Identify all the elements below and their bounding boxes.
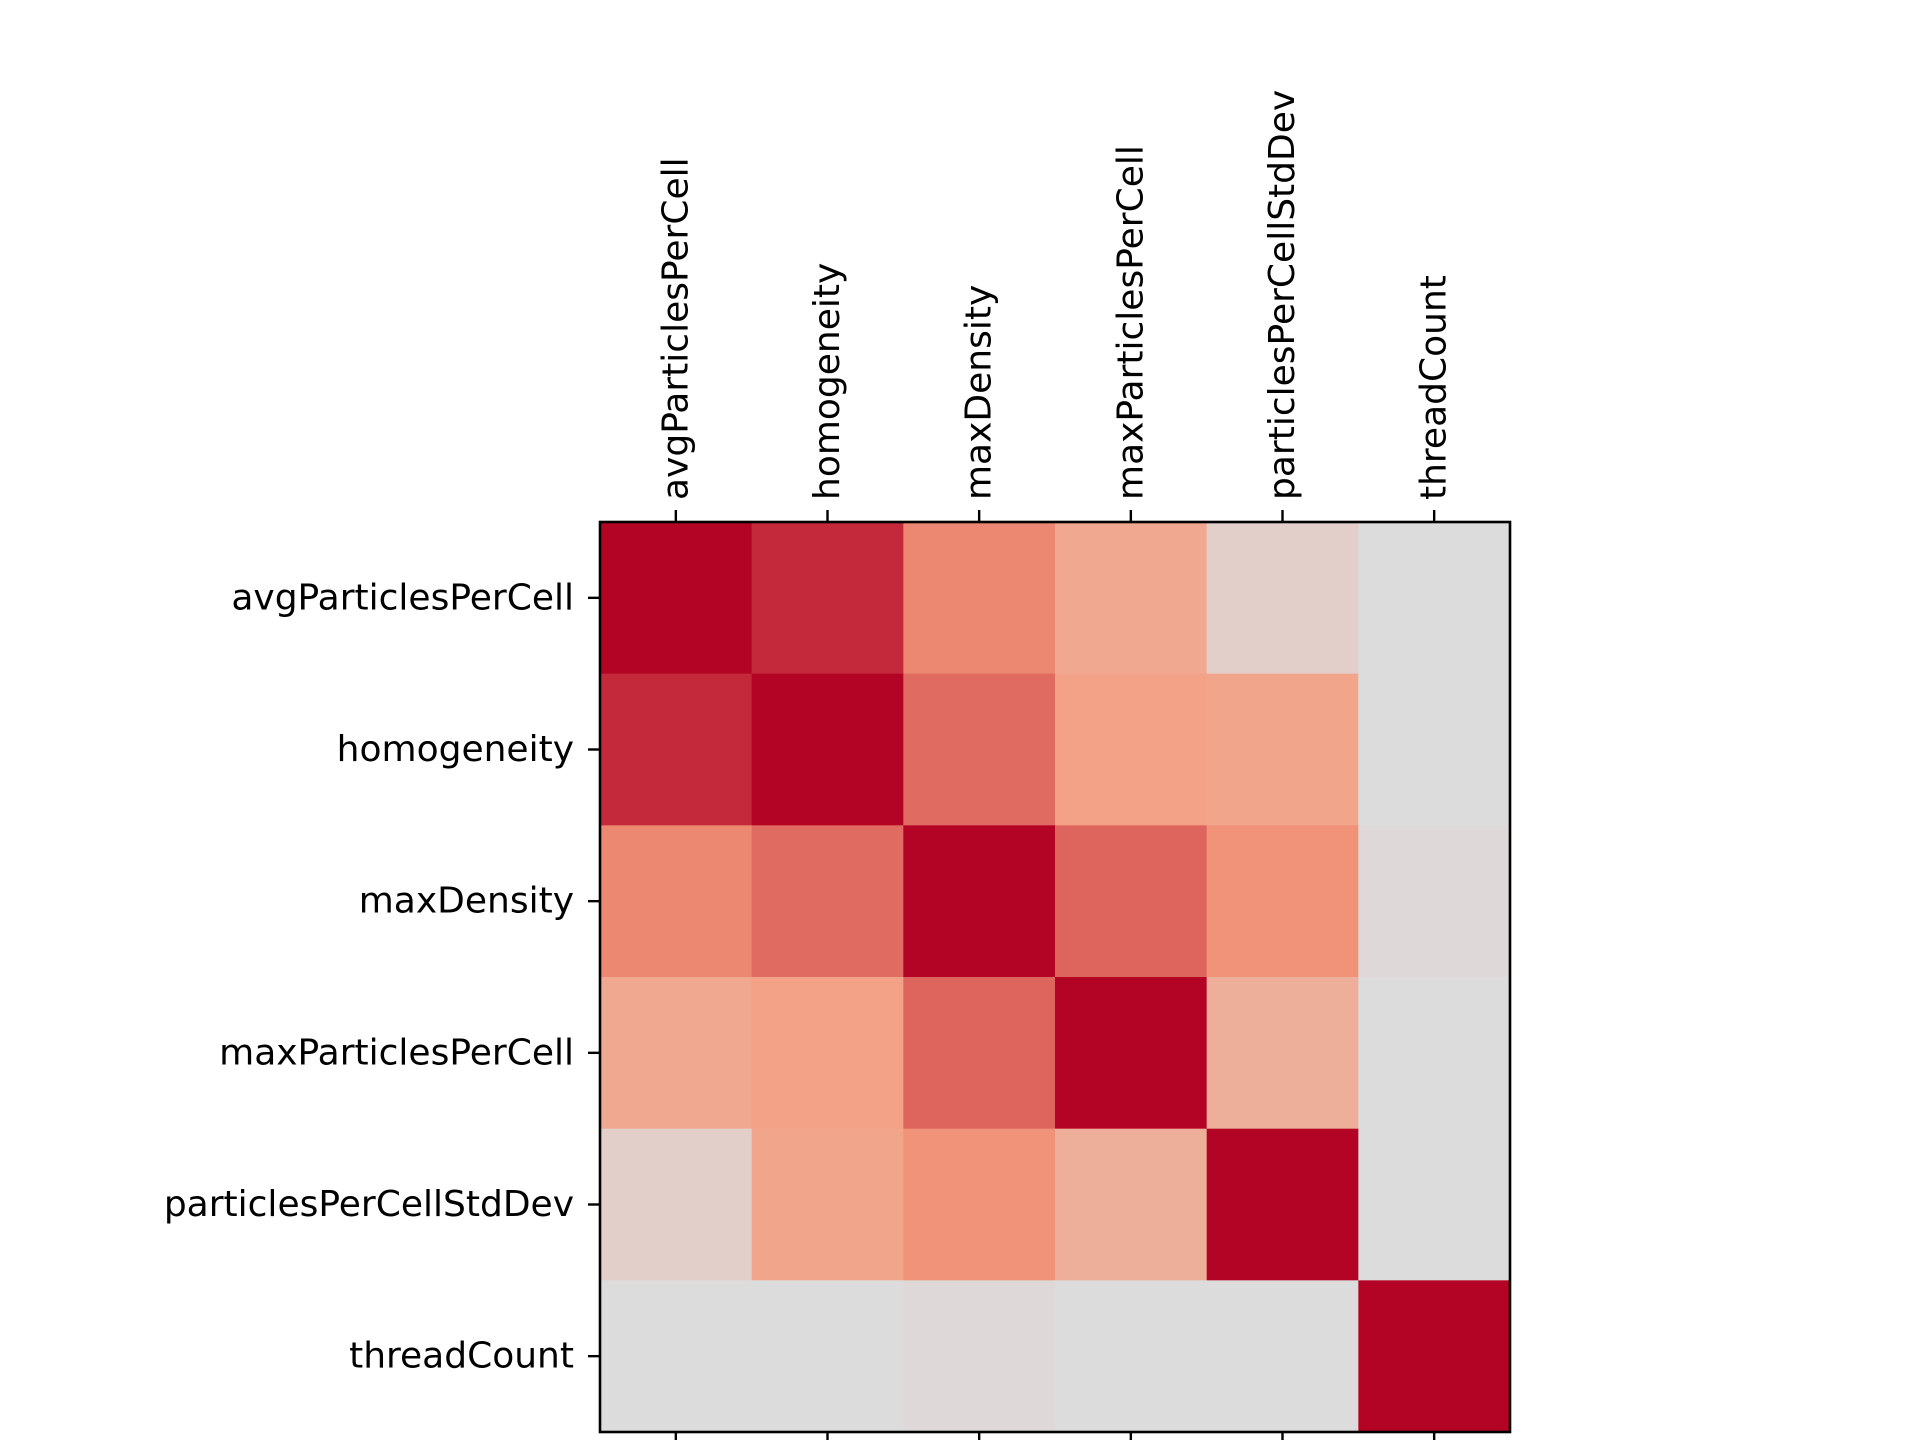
heatmap-cell-5-4 [1206, 1280, 1359, 1433]
heatmap-cell-3-2 [903, 977, 1056, 1130]
heatmap-cell-5-2 [903, 1280, 1056, 1433]
y-tick-labels: avgParticlesPerCell homogeneity maxDensity… [164, 577, 574, 1376]
heatmap-cell-0-1 [751, 522, 904, 675]
heatmap-cell-2-3 [1055, 825, 1208, 978]
heatmap-cell-4-3 [1055, 1128, 1208, 1281]
heatmap-cell-1-2 [903, 673, 1056, 826]
heatmap-cell-2-2 [903, 825, 1056, 978]
x-tick-label-5: threadCount [1414, 275, 1455, 500]
y-tick-label-0: avgParticlesPerCell [231, 577, 574, 618]
heatmap-cell-3-5 [1358, 977, 1511, 1130]
heatmap-cell-0-5 [1358, 522, 1511, 675]
heatmap-cell-2-0 [600, 825, 753, 978]
y-tick-label-2: maxDensity [359, 881, 574, 922]
x-tick-label-0: avgParticlesPerCell [655, 157, 696, 500]
x-tick-labels: avgParticlesPerCell homogeneity maxDensity… [655, 90, 1454, 500]
x-tick-label-4: particlesPerCellStdDev [1262, 90, 1303, 500]
heatmap-cell-1-4 [1206, 673, 1359, 826]
heatmap-cell-0-3 [1055, 522, 1208, 675]
heatmap-cells [600, 522, 1511, 1433]
heatmap-cell-3-3 [1055, 977, 1208, 1130]
heatmap-cell-4-0 [600, 1128, 753, 1281]
heatmap-cell-5-5 [1358, 1280, 1511, 1433]
heatmap-cell-1-3 [1055, 673, 1208, 826]
heatmap-cell-2-4 [1206, 825, 1359, 978]
x-tick-label-2: maxDensity [959, 285, 1000, 500]
heatmap-cell-3-1 [751, 977, 904, 1130]
plot-frame [598, 520, 1512, 1434]
y-tick-label-1: homogeneity [337, 729, 574, 770]
heatmap-cell-0-2 [903, 522, 1056, 675]
heatmap-cell-4-2 [903, 1128, 1056, 1281]
heatmap-cell-4-5 [1358, 1128, 1511, 1281]
heatmap-cell-4-4 [1206, 1128, 1359, 1281]
heatmap-cell-3-4 [1206, 977, 1359, 1130]
heatmap-cell-0-4 [1206, 522, 1359, 675]
heatmap-cell-2-1 [751, 825, 904, 978]
heatmap-cell-1-1 [751, 673, 904, 826]
heatmap-cell-4-1 [751, 1128, 904, 1281]
y-tick-label-5: threadCount [349, 1336, 574, 1377]
heatmap-cell-2-5 [1358, 825, 1511, 978]
x-tick-label-1: homogeneity [807, 263, 848, 500]
y-tick-label-4: particlesPerCellStdDev [164, 1184, 574, 1225]
heatmap-cell-5-1 [751, 1280, 904, 1433]
heatmap-cell-0-0 [600, 522, 753, 675]
heatmap-cell-1-5 [1358, 673, 1511, 826]
x-tick-label-3: maxParticlesPerCell [1110, 145, 1151, 500]
heatmap-cell-5-0 [600, 1280, 753, 1433]
heatmap-cell-1-0 [600, 673, 753, 826]
heatmap-cell-5-3 [1055, 1280, 1208, 1433]
heatmap-cell-3-0 [600, 977, 753, 1130]
axis-ticks [588, 510, 1436, 1440]
y-tick-label-3: maxParticlesPerCell [219, 1032, 574, 1073]
